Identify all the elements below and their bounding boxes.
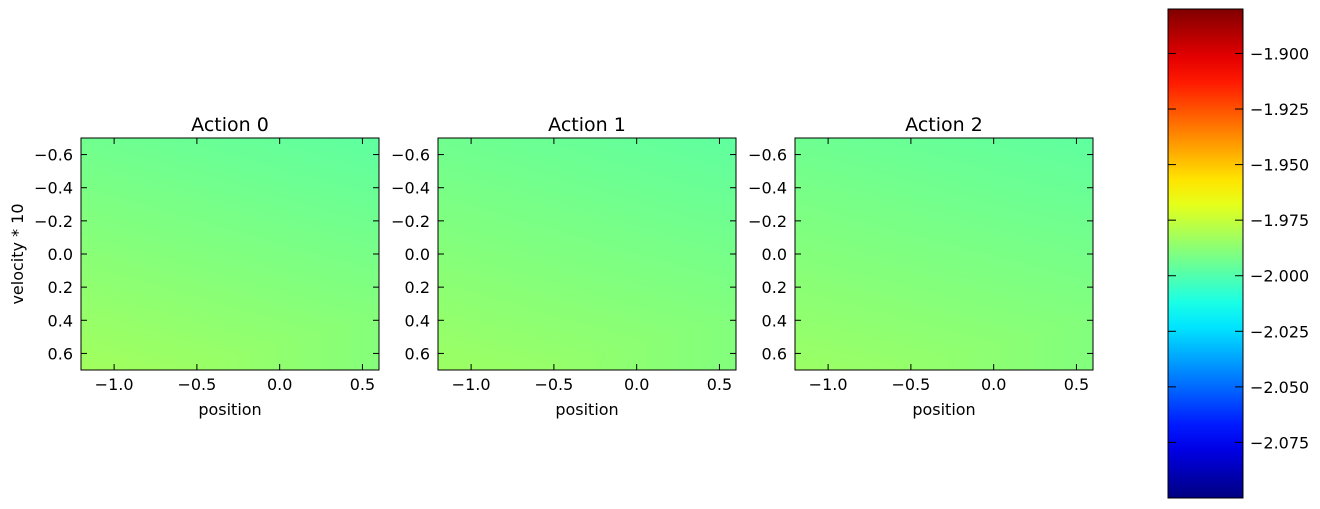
y-tick-label: −0.2 xyxy=(34,212,73,231)
colorbar-tick-label: −2.000 xyxy=(1250,267,1309,286)
panel-title: Action 1 xyxy=(548,114,626,136)
x-tick-label: −0.5 xyxy=(891,375,930,394)
panel-title: Action 2 xyxy=(905,114,983,136)
colorbar-tick-label: −2.025 xyxy=(1250,322,1309,341)
y-tick-label: 0.0 xyxy=(405,245,430,264)
y-tick-label: 0.2 xyxy=(762,278,787,297)
x-tick-label: 0.0 xyxy=(981,375,1006,394)
x-tick-label: −1.0 xyxy=(452,375,491,394)
x-axis-label: position xyxy=(198,400,261,419)
y-tick-label: −0.6 xyxy=(391,146,430,165)
y-tick-label: 0.6 xyxy=(762,344,787,363)
y-tick-label: 0.0 xyxy=(48,245,73,264)
colorbar-gradient xyxy=(1168,9,1243,498)
x-tick-label: 0.5 xyxy=(707,375,732,394)
x-tick-label: 0.5 xyxy=(350,375,375,394)
x-tick-label: −1.0 xyxy=(809,375,848,394)
y-tick-label: −0.2 xyxy=(748,212,787,231)
colorbar-tick-label: −2.050 xyxy=(1250,378,1309,397)
y-tick-label: 0.6 xyxy=(405,344,430,363)
heatmap-panel-1: −1.0 −0.5 0.0 0.5 −0.6 −0.4 −0.2 0.0 0.2 0.4 0.6 Ac… xyxy=(391,114,737,419)
y-tick-label: 0.0 xyxy=(762,245,787,264)
colorbar-tick-label: −1.975 xyxy=(1250,211,1309,230)
y-tick-label: −0.4 xyxy=(391,179,430,198)
y-tick-label: −0.2 xyxy=(391,212,430,231)
y-tick-label: −0.6 xyxy=(34,146,73,165)
y-tick-label: 0.6 xyxy=(48,344,73,363)
heatmap-shading xyxy=(795,138,1093,370)
x-axis-label: position xyxy=(912,400,975,419)
y-axis-label: velocity * 10 xyxy=(8,203,27,304)
y-tick-label: 0.4 xyxy=(405,311,430,330)
y-tick-label: 0.4 xyxy=(48,311,73,330)
x-axis-label: position xyxy=(555,400,618,419)
heatmap-panel-2: −1.0 −0.5 0.0 0.5 −0.6 −0.4 −0.2 0.0 0.2 0.4 0.6 Ac… xyxy=(748,114,1094,419)
colorbar-tick-label: −2.075 xyxy=(1250,433,1309,452)
x-tick-label: 0.0 xyxy=(624,375,649,394)
heatmap-shading xyxy=(81,138,379,370)
panel-title: Action 0 xyxy=(191,114,269,136)
heatmap-panel-0: −1.0 −0.5 0.0 0.5 −0.6 −0.4 −0.2 0.0 0.2 0.4 0.6 Ac… xyxy=(8,114,380,419)
x-tick-label: −0.5 xyxy=(534,375,573,394)
x-tick-label: −0.5 xyxy=(177,375,216,394)
y-tick-label: 0.4 xyxy=(762,311,787,330)
colorbar-frame xyxy=(1167,8,1244,499)
y-tick-label: −0.4 xyxy=(748,179,787,198)
x-tick-label: 0.0 xyxy=(267,375,292,394)
colorbar-tick-label: −1.950 xyxy=(1250,156,1309,175)
x-tick-label: 0.5 xyxy=(1064,375,1089,394)
heatmap-shading xyxy=(438,138,736,370)
y-tick-label: 0.2 xyxy=(405,278,430,297)
y-tick-label: −0.4 xyxy=(34,179,73,198)
y-tick-label: 0.2 xyxy=(48,278,73,297)
colorbar-tick-label: −1.925 xyxy=(1250,100,1309,119)
colorbar-tick-label: −1.900 xyxy=(1250,44,1309,63)
y-tick-label: −0.6 xyxy=(748,146,787,165)
x-tick-label: −1.0 xyxy=(95,375,134,394)
